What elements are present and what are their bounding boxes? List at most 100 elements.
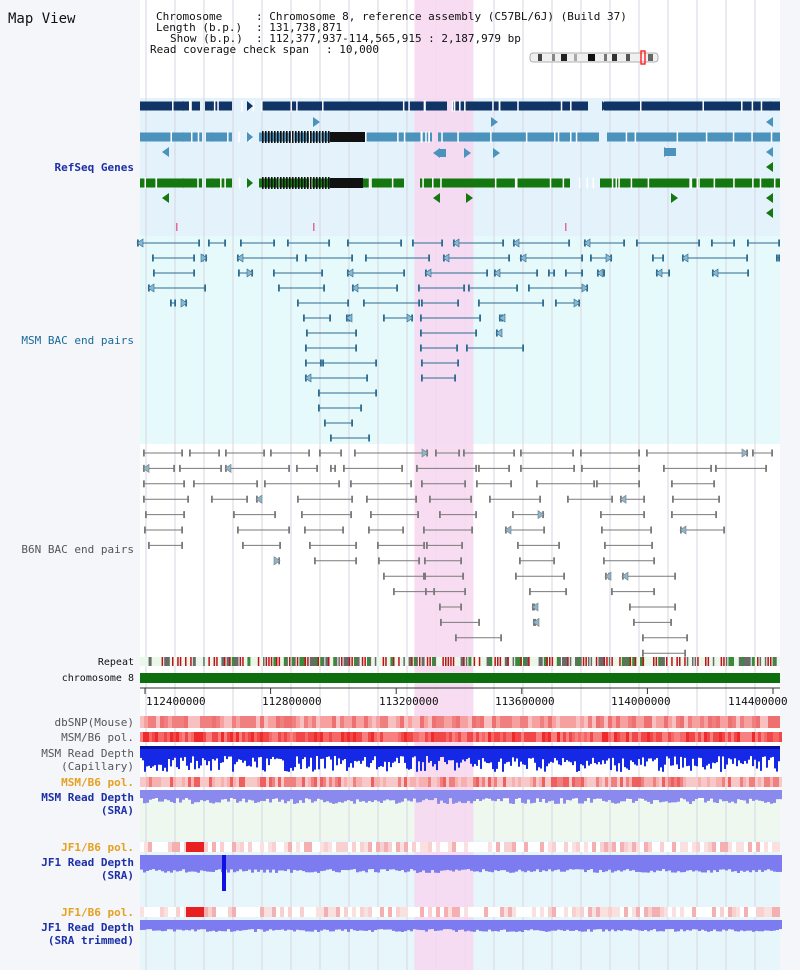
bac-end[interactable] [581,269,583,277]
strand-arrow[interactable] [247,132,253,142]
bac-end[interactable] [143,480,145,488]
bac-end-arrow[interactable] [741,448,749,458]
bac-end[interactable] [604,541,606,549]
bac-end[interactable] [636,239,638,247]
bac-end[interactable] [256,480,258,488]
bac-end[interactable] [238,269,240,277]
bac-end[interactable] [305,359,307,367]
bac-end[interactable] [305,344,307,352]
bac-end[interactable] [710,464,712,472]
bac-end[interactable] [733,239,735,247]
bac-end-arrow[interactable] [147,283,155,293]
bac-end[interactable] [287,239,289,247]
gene-feature[interactable] [440,149,446,157]
bac-end[interactable] [193,254,195,262]
bac-end[interactable] [517,541,519,549]
strand-arrow[interactable] [183,132,189,142]
bac-end[interactable] [671,480,673,488]
bac-end[interactable] [423,526,425,534]
bac-end[interactable] [187,495,189,503]
bac-end[interactable] [421,480,423,488]
bac-end[interactable] [173,464,175,472]
bac-end-arrow[interactable] [421,448,429,458]
bac-end-arrow[interactable] [346,268,354,278]
bac-end[interactable] [420,314,422,322]
bac-end[interactable] [508,464,510,472]
bac-end[interactable] [440,618,442,626]
bac-end[interactable] [674,603,676,611]
gene-feature[interactable] [206,178,232,188]
refseq-genes-track[interactable] [140,100,780,232]
bac-end[interactable] [297,495,299,503]
bac-end[interactable] [330,464,332,472]
bac-end[interactable] [520,449,522,457]
bac-end[interactable] [478,299,480,307]
bac-end[interactable] [263,449,265,457]
gene-feature[interactable] [607,132,780,142]
bac-end-arrow[interactable] [246,268,254,278]
bac-end-arrow[interactable] [532,617,540,627]
bac-end-arrow[interactable] [531,602,539,612]
bac-end[interactable] [536,480,538,488]
gene-arrow[interactable] [766,193,773,203]
gene-feature[interactable] [330,178,363,188]
bac-end[interactable] [421,374,423,382]
strand-arrow[interactable] [206,132,212,142]
bac-end[interactable] [143,495,145,503]
bac-end[interactable] [478,464,480,472]
bac-end[interactable] [698,239,700,247]
bac-end[interactable] [723,526,725,534]
bac-end[interactable] [183,480,185,488]
bac-end[interactable] [319,449,321,457]
bac-end[interactable] [324,419,326,427]
bac-end[interactable] [468,284,470,292]
bac-end-arrow[interactable] [493,268,501,278]
gene-arrow[interactable] [433,193,440,203]
bac-end[interactable] [416,464,418,472]
bac-end[interactable] [460,603,462,611]
bac-end-arrow[interactable] [495,328,503,338]
bac-end[interactable] [512,511,514,519]
bac-end[interactable] [603,557,605,565]
gene-arrow[interactable] [766,208,773,218]
bac-end[interactable] [429,495,431,503]
strand-arrow[interactable] [247,101,253,111]
bac-end[interactable] [296,464,298,472]
bac-end[interactable] [464,480,466,488]
bac-end[interactable] [363,299,365,307]
bac-end[interactable] [288,526,290,534]
bac-end[interactable] [334,464,336,472]
bac-end[interactable] [322,359,324,367]
bac-end[interactable] [396,284,398,292]
bac-end[interactable] [686,634,688,642]
strand-arrow[interactable] [247,178,253,188]
bac-end[interactable] [240,239,242,247]
bac-end[interactable] [418,557,420,565]
bac-end[interactable] [179,464,181,472]
gene-feature[interactable] [452,101,588,111]
gene-arrow[interactable] [766,117,773,127]
bac-end[interactable] [435,449,437,457]
bac-end[interactable] [558,541,560,549]
bac-end[interactable] [520,464,522,472]
bac-end-arrow[interactable] [345,313,353,323]
bac-end[interactable] [715,464,717,472]
bac-end[interactable] [529,588,531,596]
bac-end-arrow[interactable] [142,463,150,473]
bac-end[interactable] [424,557,426,565]
bac-end[interactable] [553,269,555,277]
bac-end[interactable] [309,541,311,549]
bac-end[interactable] [522,344,524,352]
bac-end[interactable] [746,254,748,262]
bac-end[interactable] [513,449,515,457]
bac-end[interactable] [461,541,463,549]
bac-end[interactable] [563,572,565,580]
bac-end[interactable] [420,329,422,337]
bac-end[interactable] [410,480,412,488]
bac-end[interactable] [674,572,676,580]
bac-end[interactable] [638,464,640,472]
bac-end[interactable] [144,526,146,534]
bac-end[interactable] [428,254,430,262]
bac-end[interactable] [218,449,220,457]
